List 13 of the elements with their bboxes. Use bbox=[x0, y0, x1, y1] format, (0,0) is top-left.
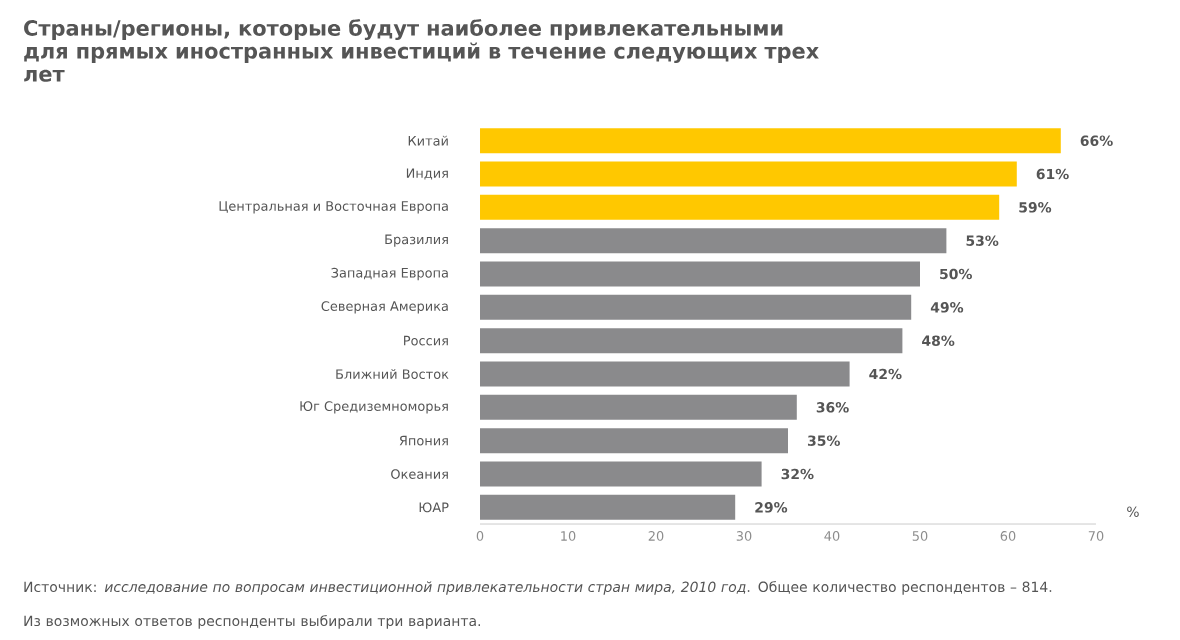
bar bbox=[480, 494, 736, 520]
bar bbox=[480, 261, 920, 287]
chart-title: Страны/регионы, которые будут наиболее привлекательными для прямых иностранных инвестиций в течение следующих трех лет bbox=[24, 19, 819, 82]
bar bbox=[480, 361, 850, 387]
bar bbox=[480, 294, 912, 320]
bar bbox=[480, 228, 947, 254]
bar bbox=[480, 161, 1017, 187]
bar bbox=[480, 461, 762, 487]
bar bbox=[480, 128, 1061, 154]
bar bbox=[480, 194, 1000, 220]
bar bbox=[480, 328, 903, 354]
bar bbox=[480, 394, 797, 420]
bar bbox=[480, 428, 788, 454]
